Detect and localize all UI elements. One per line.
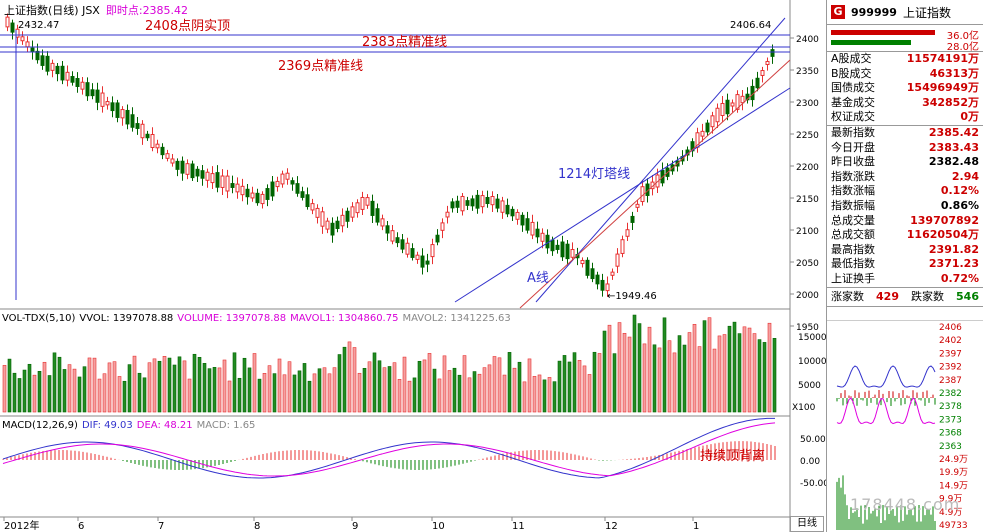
time-axis: 2012年 6 7 8 9 10 11 12 1: [3, 517, 699, 532]
info-row: 指数涨跌 2.94: [831, 169, 979, 183]
mini-tick: 2406: [939, 323, 962, 333]
info-row: 最低指数 2371.23: [831, 257, 979, 271]
info-row: B股成交 46313万: [831, 66, 979, 80]
price-axis: 2400 2350 2300 2250 2200 2150 2100 2050 2000 1950: [790, 35, 819, 333]
annotation-line2: 2369点精准线: [278, 59, 363, 74]
mini-tick: 2387: [939, 376, 962, 386]
mini-tick: 2368: [939, 429, 962, 439]
price-tick: 1950: [796, 323, 819, 333]
info-row: 权证成交 0万: [831, 110, 979, 124]
advance-decline: 涨家数 429 跌家数 546: [827, 286, 983, 307]
index-code: 999999: [851, 5, 897, 19]
price-tick: 2200: [796, 163, 819, 173]
outflow-bar: [831, 40, 911, 45]
annotation-top: 2408点阴实顶: [145, 19, 230, 34]
price-tick: 2350: [796, 67, 819, 77]
advance-count: 429: [876, 289, 899, 303]
info-row: 指数涨幅 0.12%: [831, 184, 979, 198]
dea-line: [2, 422, 776, 477]
info-row: 国债成交 15496949万: [831, 81, 979, 95]
info-row: 昨日收盘 2382.48: [831, 155, 979, 169]
time-tick: 9: [352, 521, 358, 532]
vol-tick: 15000: [798, 333, 826, 343]
annotation-line1: 2383点精准线: [362, 35, 447, 50]
index-info-panel: G 999999 上证指数 36.0亿 28.0亿 A股成交 11574191万 B…: [826, 0, 983, 532]
time-tick: 7: [158, 521, 164, 532]
price-tick: 2250: [796, 131, 819, 141]
time-tick: 11: [512, 521, 525, 532]
annotation-divergence: 持续顶背离: [700, 448, 765, 464]
info-row: 今日开盘 2383.43: [831, 140, 979, 154]
macd-legend: MACD(12,26,9) DIF: 49.03 DEA: 48.21 MACD: 1…: [2, 420, 255, 431]
mini-tick: 9.9万: [939, 495, 962, 505]
mini-tick: 49733: [939, 521, 968, 531]
index-header: G 999999 上证指数: [827, 0, 983, 25]
top-right-mark: 2406.64: [730, 20, 771, 31]
macd-tick: -50.00: [800, 479, 826, 489]
annotation-aline: A线: [527, 271, 549, 286]
flow-bars: 36.0亿 28.0亿: [827, 25, 983, 53]
watermark: 178448.com: [850, 495, 961, 514]
inflow-bar: [831, 30, 935, 35]
macd-tick: 50.00: [800, 435, 826, 445]
time-tick: 10: [432, 521, 445, 532]
mini-tick: 2363: [939, 442, 962, 452]
vol-unit: X100: [792, 403, 816, 413]
info-row: A股成交 11574191万: [831, 52, 979, 65]
price-tick: 2400: [796, 35, 819, 45]
dif-line: [2, 417, 775, 479]
info-row: 指数振幅 0.86%: [831, 198, 979, 212]
time-tick: 8: [254, 521, 260, 532]
kline-chart[interactable]: 上证指数(日线) JSX 即时点:2385.42 2432.47 2406.64 …: [0, 0, 826, 532]
mini-tick: 2373: [939, 415, 962, 425]
info-row: 上证换手 0.72%: [831, 271, 979, 285]
high-mark: 2432.47: [18, 20, 59, 31]
volume-bars: [2, 314, 777, 413]
macd-tick: 0.00: [800, 457, 820, 467]
chart-title: 上证指数(日线) JSX 即时点:2385.42: [4, 3, 188, 17]
quote-list: 最新指数 2385.42 今日开盘 2383.43 昨日收盘 2382.48 指数涨跌 2.9…: [827, 126, 983, 287]
time-tick: 1: [693, 521, 699, 532]
period-tab-daily[interactable]: 日线: [790, 516, 824, 532]
mini-tick: 24.9万: [939, 455, 968, 465]
mini-tick: 2397: [939, 349, 962, 359]
candlesticks: [5, 13, 775, 297]
inflow-value: 36.0亿: [946, 31, 979, 42]
time-tick: 6: [78, 521, 84, 532]
mini-tick: 2382: [939, 389, 962, 399]
vol-tick: 10000: [798, 357, 826, 367]
low-mark: ←1949.46: [607, 291, 657, 302]
mini-tick: 4.9万: [939, 508, 962, 518]
macd-axis: 50.00 0.00 -50.00: [800, 435, 826, 489]
annotation-tower: 1214灯塔线: [558, 167, 630, 182]
mini-tick: 19.9万: [939, 468, 968, 478]
info-row: 总成交额 11620504万: [831, 228, 979, 242]
info-row: 最新指数 2385.42: [831, 125, 979, 139]
g-badge: G: [831, 5, 845, 19]
vol-tick: 5000: [798, 381, 821, 391]
mini-tick: 14.9万: [939, 481, 968, 491]
price-tick: 2150: [796, 195, 819, 205]
vol-legend: VOL-TDX(5,10) VVOL: 1397078.88 VOLUME: 139…: [2, 313, 511, 324]
outflow-value: 28.0亿: [946, 42, 979, 53]
mini-tick: 2402: [939, 336, 962, 346]
turnover-list: A股成交 11574191万 B股成交 46313万 国债成交 15496949万 基金成交…: [827, 52, 983, 125]
price-tick: 2000: [796, 291, 819, 301]
time-tick: 2012年: [4, 519, 39, 532]
mini-tick: 2392: [939, 363, 962, 373]
price-tick: 2100: [796, 227, 819, 237]
price-tick: 2300: [796, 99, 819, 109]
volume-axis: 15000 10000 5000: [798, 333, 826, 391]
trend-lines: [0, 17, 791, 309]
time-tick: 12: [605, 521, 618, 532]
info-row: 最高指数 2391.82: [831, 242, 979, 256]
decline-count: 546: [956, 289, 979, 303]
info-row: 总成交量 139707892: [831, 213, 979, 227]
index-name: 上证指数: [902, 5, 951, 20]
price-tick: 2050: [796, 259, 819, 269]
intraday-mini-chart: 2406 2402 2397 2392 2387 2382 2378 2373 2368 2363…: [827, 320, 983, 532]
mini-tick: 2378: [939, 402, 962, 412]
info-row: 基金成交 342852万: [831, 95, 979, 109]
